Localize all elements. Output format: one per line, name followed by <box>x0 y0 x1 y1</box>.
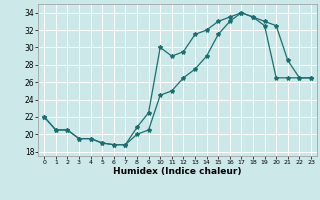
X-axis label: Humidex (Indice chaleur): Humidex (Indice chaleur) <box>113 167 242 176</box>
